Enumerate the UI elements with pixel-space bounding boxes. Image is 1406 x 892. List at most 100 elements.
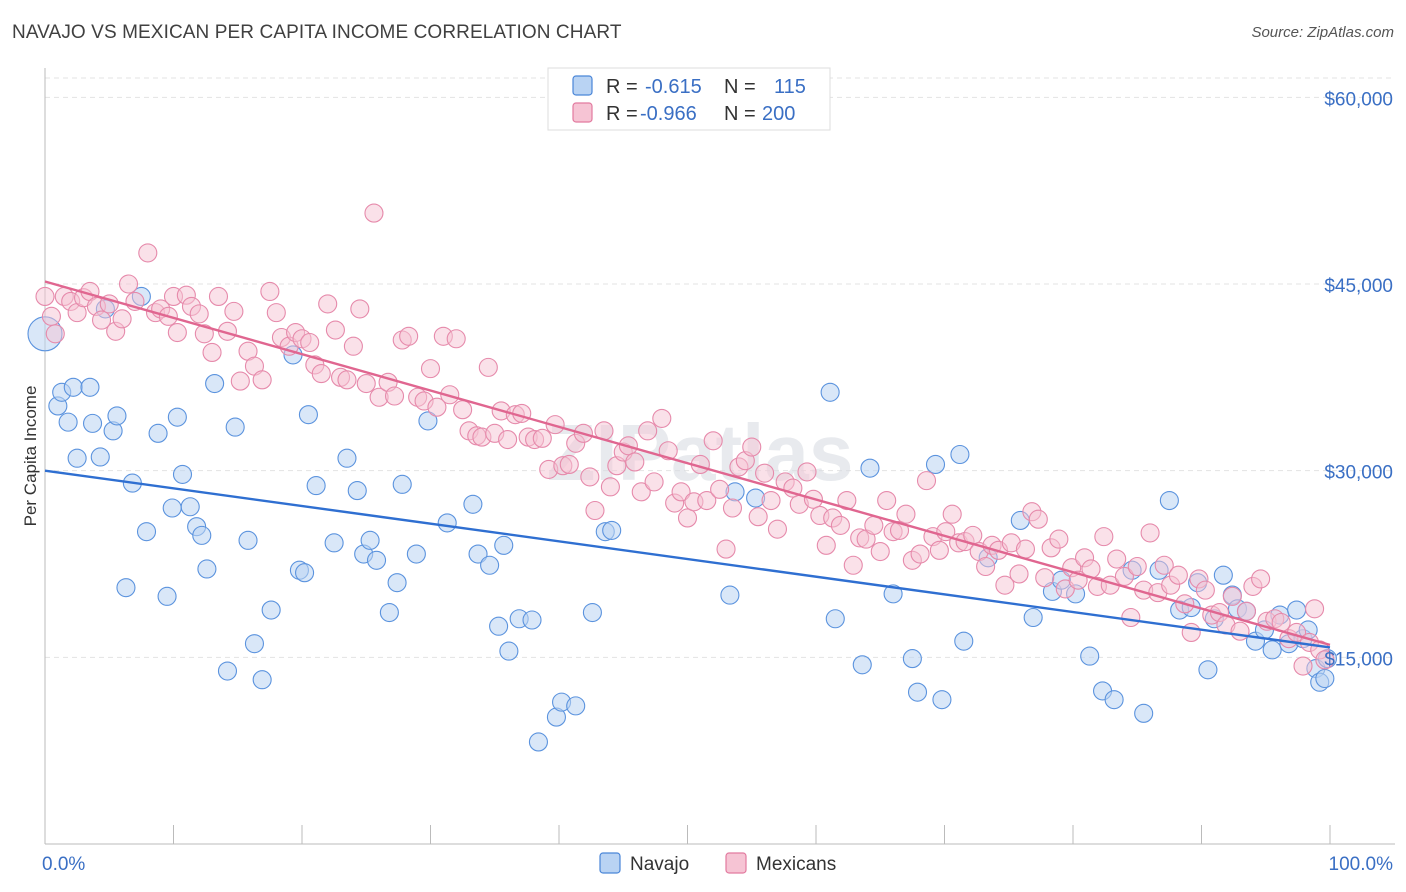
mexicans-point bbox=[1009, 564, 1029, 584]
navajo-point bbox=[437, 513, 457, 533]
navajo-point bbox=[1213, 565, 1233, 585]
mexicans-point bbox=[1121, 607, 1141, 628]
navajo-point bbox=[192, 525, 212, 545]
navajo-point bbox=[324, 533, 344, 553]
mexicans-point bbox=[837, 490, 857, 511]
mexicans-point bbox=[916, 471, 937, 491]
mexicans-point bbox=[877, 490, 897, 511]
navajo-point bbox=[954, 631, 974, 651]
navajo-point bbox=[387, 573, 407, 593]
navajo-point bbox=[406, 544, 426, 564]
mexicans-point bbox=[427, 397, 447, 417]
mexicans-point bbox=[138, 243, 158, 263]
mexicans-point bbox=[1127, 556, 1147, 577]
x-tick-label: 100.0% bbox=[1329, 854, 1394, 875]
mexicans-point bbox=[697, 490, 717, 511]
navajo-point bbox=[298, 405, 318, 425]
y-tick-label: $45,000 bbox=[1324, 276, 1393, 297]
mexicans-point bbox=[35, 286, 55, 306]
navajo-point bbox=[225, 417, 245, 437]
navajo-point bbox=[366, 550, 387, 570]
mexicans-point bbox=[703, 431, 723, 451]
navajo-trend-line bbox=[44, 469, 1331, 649]
mexicans-point bbox=[1015, 539, 1036, 559]
navajo-point bbox=[157, 586, 177, 606]
legend-r-label-mexicans: R = bbox=[606, 103, 638, 125]
mexicans-point bbox=[1230, 621, 1250, 641]
mexicans-point bbox=[266, 303, 286, 323]
mexicans-point bbox=[830, 515, 850, 535]
navajo-point bbox=[1315, 668, 1335, 689]
navajo-point bbox=[172, 464, 193, 484]
legend-n-mexicans: 200 bbox=[762, 103, 795, 125]
mexicans-point bbox=[1140, 523, 1160, 543]
mexicans-point bbox=[311, 364, 331, 384]
navajo-point bbox=[494, 535, 514, 555]
navajo-point bbox=[1104, 690, 1124, 710]
navajo-point bbox=[197, 559, 217, 579]
mexicans-point bbox=[478, 357, 498, 377]
legend-n-label-mexicans: N = bbox=[724, 103, 756, 125]
navajo-point bbox=[489, 616, 509, 636]
navajo-point bbox=[522, 610, 542, 630]
mexicans-point bbox=[1168, 565, 1188, 585]
mexicans-point bbox=[585, 500, 605, 521]
mexicans-point bbox=[870, 542, 890, 562]
x-tick-label: 0.0% bbox=[42, 854, 85, 875]
mexicans-point bbox=[1195, 580, 1215, 600]
navajo-point bbox=[58, 412, 78, 432]
navajo-point bbox=[820, 382, 840, 402]
mexicans-point bbox=[91, 310, 112, 330]
mexicans-point bbox=[1236, 601, 1257, 621]
mexicans-point bbox=[1315, 650, 1335, 670]
navajo-point bbox=[360, 530, 380, 550]
navajo-point bbox=[602, 520, 622, 540]
mexicans-point bbox=[350, 299, 370, 319]
mexicans-point bbox=[364, 203, 384, 223]
mexicans-point bbox=[761, 490, 781, 511]
bottom-label-navajo: Navajo bbox=[630, 854, 689, 875]
mexicans-point bbox=[652, 408, 672, 428]
navajo-point bbox=[1159, 490, 1179, 511]
navajo-point bbox=[852, 655, 872, 675]
navajo-point bbox=[566, 696, 586, 716]
mexicans-point bbox=[1222, 586, 1242, 606]
mexicans-point bbox=[600, 477, 620, 497]
navajo-point bbox=[261, 600, 281, 620]
y-tick-labels: $15,000 $30,000 $45,000 $60,000 bbox=[1324, 89, 1393, 670]
navajo-point bbox=[418, 411, 438, 431]
navajo-point bbox=[528, 732, 548, 752]
navajo-point bbox=[63, 377, 83, 397]
legend-swatch-mexicans bbox=[572, 102, 593, 123]
mexicans-point bbox=[260, 281, 280, 302]
navajo-point bbox=[148, 423, 168, 443]
mexicans-point bbox=[677, 508, 698, 528]
mexicans-point bbox=[722, 498, 743, 518]
navajo-point bbox=[80, 377, 100, 397]
navajo-point bbox=[950, 444, 970, 465]
mexicans-point bbox=[797, 462, 817, 482]
navajo-point bbox=[337, 448, 357, 468]
navajo-point bbox=[162, 498, 182, 518]
navajo-point bbox=[1134, 703, 1154, 723]
navajo-point bbox=[90, 447, 110, 467]
mexicans-point bbox=[580, 467, 600, 487]
mexicans-point bbox=[325, 320, 345, 340]
mexicans-point bbox=[532, 428, 552, 448]
mexicans-point bbox=[625, 452, 645, 472]
mexicans-point bbox=[384, 386, 405, 406]
mexicans-point bbox=[1305, 599, 1325, 619]
mexicans-point bbox=[356, 374, 376, 394]
mexicans-point bbox=[1094, 527, 1114, 547]
y-axis-title: Per Capita Income bbox=[21, 386, 40, 527]
mexicans-point bbox=[864, 515, 884, 535]
mexicans-point bbox=[767, 519, 788, 539]
mexicans-point bbox=[742, 437, 762, 457]
mexicans-point bbox=[748, 507, 768, 527]
navajo-point bbox=[499, 641, 519, 661]
mexicans-trend-line bbox=[44, 280, 1331, 647]
mexicans-point bbox=[399, 326, 419, 346]
mexicans-point bbox=[1049, 529, 1069, 549]
x-tick-labels: 0.0% 100.0% bbox=[42, 854, 1393, 875]
navajo-point bbox=[1198, 660, 1218, 680]
